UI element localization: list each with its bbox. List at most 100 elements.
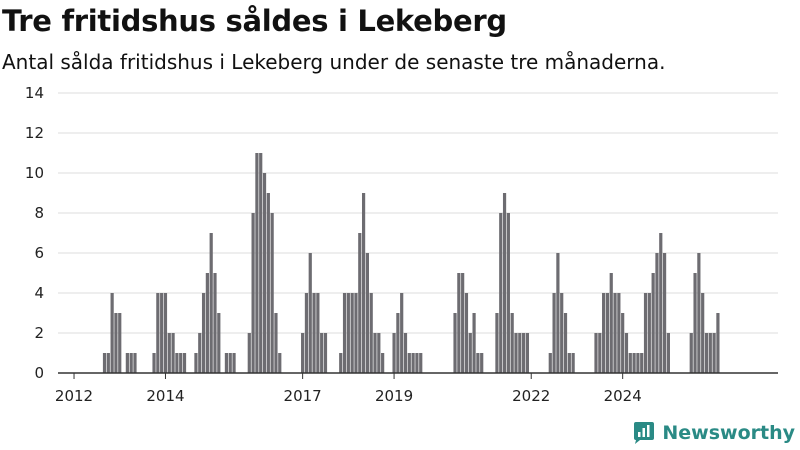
bar — [156, 293, 160, 373]
bar — [320, 333, 324, 373]
bar — [571, 353, 575, 373]
bar — [270, 213, 274, 373]
bar — [697, 253, 701, 373]
x-tick-label: 2014 — [146, 387, 184, 405]
bar — [594, 333, 598, 373]
y-tick-label: 4 — [34, 284, 44, 302]
data-label: 3 — [774, 0, 784, 4]
x-tick-label: 2012 — [55, 387, 93, 405]
bar — [560, 293, 564, 373]
bar — [605, 293, 610, 373]
bar — [647, 293, 651, 373]
bar — [621, 313, 625, 373]
bar — [643, 293, 648, 373]
bar — [666, 333, 670, 373]
bar — [201, 293, 206, 373]
bar — [312, 293, 316, 373]
bar — [480, 353, 484, 373]
bar — [392, 333, 396, 373]
bar — [102, 353, 107, 373]
bar — [640, 353, 644, 373]
bar — [396, 313, 400, 373]
brand-name: Newsworthy — [662, 422, 795, 444]
y-tick-label: 12 — [25, 124, 44, 142]
bar — [464, 293, 469, 373]
bar — [274, 313, 278, 373]
bar — [224, 353, 229, 373]
x-tick-label: 2022 — [512, 387, 550, 405]
bar — [278, 353, 282, 373]
bar — [403, 333, 408, 373]
bar — [259, 153, 263, 373]
bar — [510, 313, 514, 373]
bar — [350, 293, 354, 373]
bar — [133, 353, 137, 373]
bar — [495, 313, 499, 373]
bar — [179, 353, 183, 373]
bar — [160, 293, 164, 373]
bar — [255, 153, 259, 373]
bar — [125, 353, 129, 373]
bar — [506, 213, 510, 373]
newsworthy-logo-icon — [634, 422, 655, 444]
bar — [217, 313, 221, 373]
bar — [704, 333, 709, 373]
bar — [453, 313, 457, 373]
bar — [712, 333, 716, 373]
bar — [701, 293, 705, 373]
bar — [232, 353, 236, 373]
bar — [373, 333, 377, 373]
bar — [251, 213, 255, 373]
bar — [662, 253, 667, 373]
bar — [129, 353, 133, 373]
bar — [400, 293, 404, 373]
bar — [659, 233, 663, 373]
bar — [556, 253, 560, 373]
bar — [624, 333, 629, 373]
x-tick-label: 2024 — [604, 387, 642, 405]
bar — [262, 173, 267, 373]
bar — [339, 353, 343, 373]
bar — [369, 293, 373, 373]
y-tick-label: 0 — [34, 364, 44, 382]
bar — [304, 293, 309, 373]
bar — [118, 313, 122, 373]
x-tick-label: 2019 — [375, 387, 413, 405]
bar — [247, 333, 251, 373]
bar — [152, 353, 156, 373]
bar — [598, 333, 602, 373]
bar — [175, 353, 179, 373]
bar — [266, 193, 270, 373]
bar — [342, 293, 347, 373]
bar — [689, 333, 693, 373]
bar — [361, 193, 366, 373]
bar — [693, 273, 697, 373]
bar — [602, 293, 606, 373]
bar — [316, 293, 320, 373]
bar — [651, 273, 655, 373]
x-tick-label: 2017 — [284, 387, 322, 405]
newsworthy-logo: Newsworthy — [632, 420, 795, 446]
bar — [514, 333, 518, 373]
bar — [609, 273, 613, 373]
bar — [632, 353, 636, 373]
bar — [502, 193, 507, 373]
bar — [381, 353, 385, 373]
bar — [563, 313, 568, 373]
bar — [636, 353, 640, 373]
bar — [308, 253, 312, 373]
bar — [228, 353, 232, 373]
bar — [655, 253, 659, 373]
bar — [708, 333, 712, 373]
bar — [419, 353, 423, 373]
bar — [194, 353, 198, 373]
bar — [198, 333, 202, 373]
y-tick-label: 8 — [34, 204, 44, 222]
bar — [205, 273, 209, 373]
bar — [182, 353, 187, 373]
bar — [358, 233, 362, 373]
bar — [522, 333, 526, 373]
chart-subtitle: Antal sålda fritidshus i Lekeberg under … — [2, 50, 666, 74]
bar — [499, 213, 503, 373]
y-tick-label: 10 — [25, 164, 44, 182]
